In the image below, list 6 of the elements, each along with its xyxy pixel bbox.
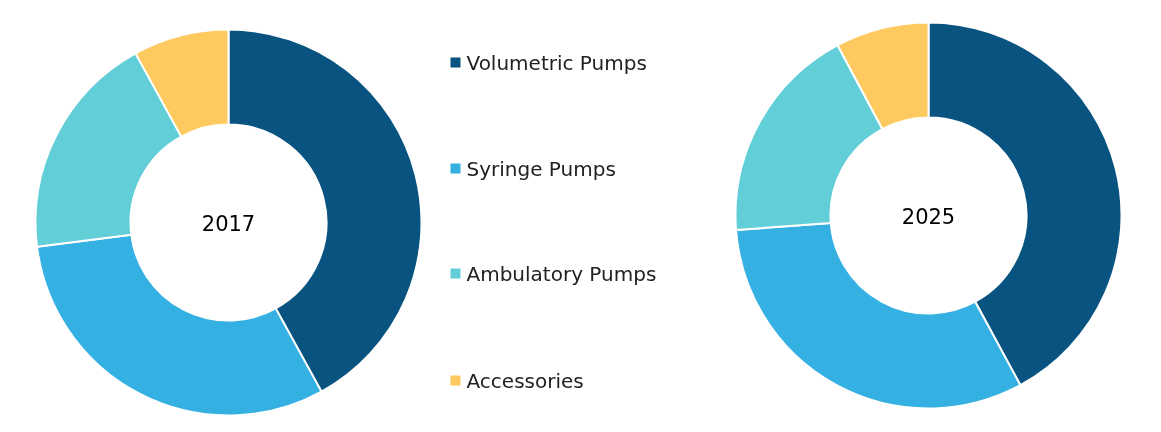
slice-label: 2017: [201, 211, 256, 236]
legend-label: Ambulatory Pumps: [466, 261, 657, 286]
legend-label: Syringe Pumps: [466, 156, 616, 181]
legend-label: Accessories: [466, 368, 584, 393]
slice-label: 2025: [901, 204, 956, 229]
legend-label: Volumetric Pumps: [466, 50, 647, 75]
